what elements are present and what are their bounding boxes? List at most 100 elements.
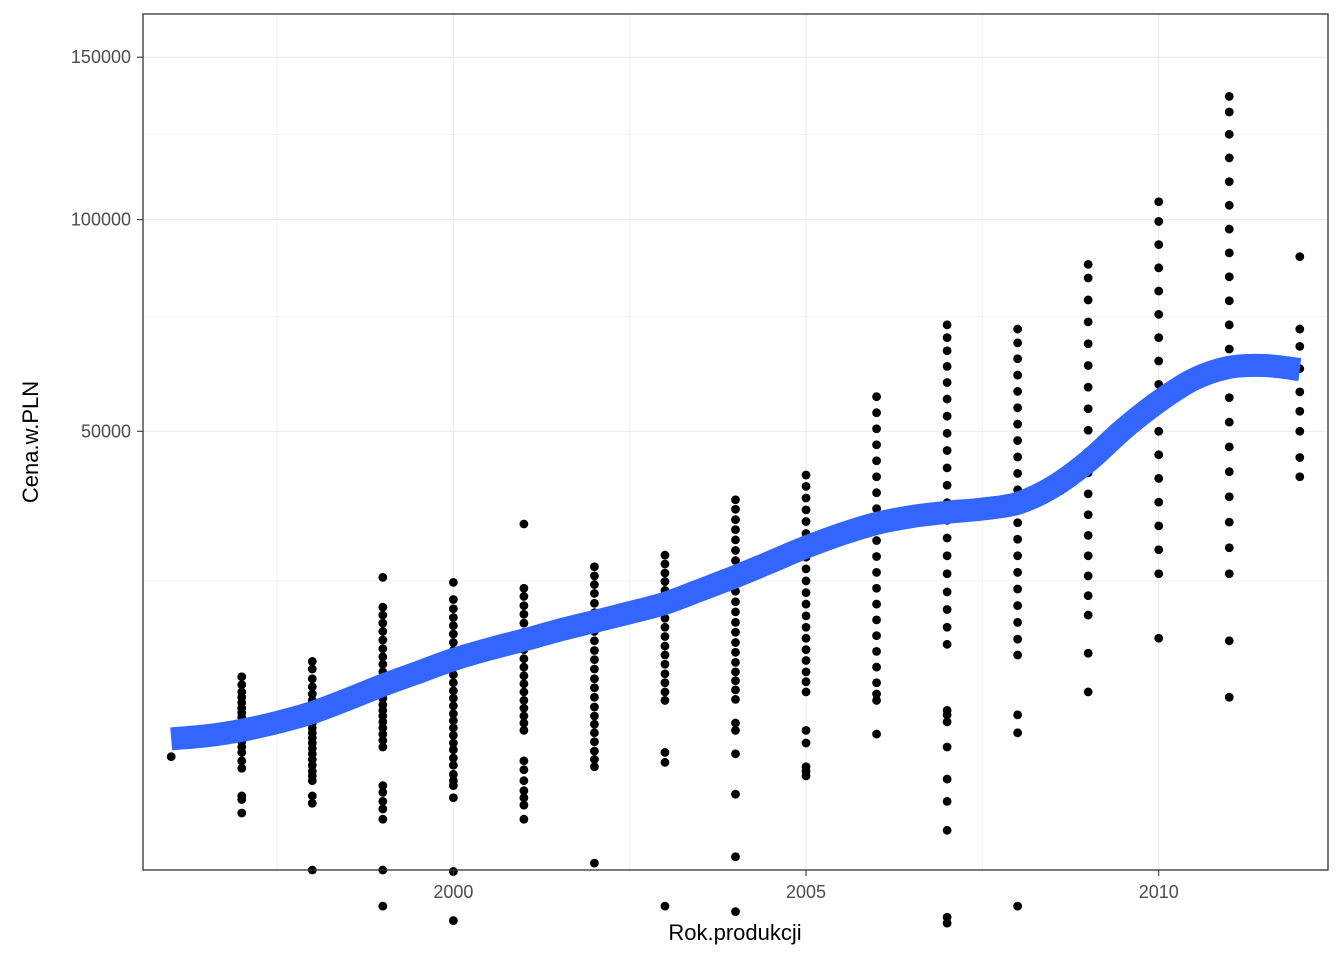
data-point [942,378,952,387]
data-point [942,918,952,928]
data-point [307,682,317,692]
data-point [237,763,247,773]
data-point [731,495,740,505]
data-point [519,718,529,728]
data-point [660,622,670,632]
data-point [1154,333,1164,343]
x-tick-label: 2005 [786,882,826,902]
data-point [731,694,740,704]
data-point [448,621,458,631]
data-point [448,916,458,925]
data-point [942,742,952,752]
data-point [1224,467,1234,477]
data-point [519,696,529,705]
data-point [1224,177,1234,186]
data-point [872,440,881,450]
data-point [378,736,388,745]
data-point [1083,489,1093,499]
data-point [378,618,388,628]
data-point [1224,393,1234,403]
data-point [731,535,740,545]
data-point [1295,252,1305,262]
data-point [942,394,952,404]
data-point [378,602,388,612]
data-point [590,562,599,572]
data-point [731,556,740,565]
data-point [237,680,247,690]
data-point [1224,272,1234,282]
data-point [1013,436,1023,445]
data-point [519,814,529,824]
data-point [1083,317,1093,327]
data-point [448,781,458,790]
data-point [519,725,529,735]
data-point [1154,197,1164,207]
smooth-line-layer [170,353,1302,751]
x-axis-title: Rok.produkcji [668,920,801,945]
data-point [872,567,881,577]
data-point [1224,153,1234,163]
data-point [1013,601,1023,611]
data-point [1224,92,1234,101]
data-point [660,669,670,679]
data-point [942,569,952,579]
data-point [1224,636,1234,646]
data-point [660,687,670,697]
data-point [660,696,670,705]
data-point [590,646,599,655]
data-point [801,576,811,586]
data-point [731,504,740,514]
axis-ticks: 2000 2005 2010 50000 100000 150000 [71,47,1179,902]
data-point [942,639,952,649]
data-point [519,601,529,611]
data-point [1154,450,1164,460]
data-point [590,728,599,738]
data-point [1013,567,1023,577]
data-point [590,858,599,868]
data-point [519,583,529,593]
data-point [942,587,952,597]
data-point [660,550,670,560]
data-point [237,672,247,682]
data-point [378,729,388,739]
data-point [801,687,811,697]
data-point [590,737,599,747]
data-point [942,533,952,543]
data-point [872,599,881,609]
data-point [731,907,740,917]
data-point [448,760,458,770]
data-point [519,679,529,689]
data-point [942,774,952,784]
smooth-line [170,353,1302,751]
data-point [448,604,458,614]
data-point [378,700,388,710]
data-point [448,678,458,688]
y-tick-label: 50000 [81,421,131,441]
data-point [801,645,811,655]
data-point [872,424,881,434]
data-point [590,598,599,608]
data-point [1013,617,1023,627]
data-point [1154,569,1164,579]
data-point [660,748,670,757]
data-point [307,674,317,684]
data-point [1224,417,1234,427]
data-points [166,92,1305,928]
data-point [1013,387,1023,396]
data-point [660,568,670,578]
data-point [448,730,458,740]
data-point [660,559,670,569]
data-point [801,470,811,480]
data-point [1224,442,1234,452]
data-point [1154,545,1164,555]
data-point [1154,521,1164,531]
data-point [942,411,952,421]
data-point [801,517,811,526]
plot-panel [143,14,1328,870]
data-point [1083,273,1093,283]
data-point [872,408,881,418]
data-point [378,659,388,669]
data-point [448,638,458,647]
data-point [942,346,952,356]
data-point [448,595,458,604]
